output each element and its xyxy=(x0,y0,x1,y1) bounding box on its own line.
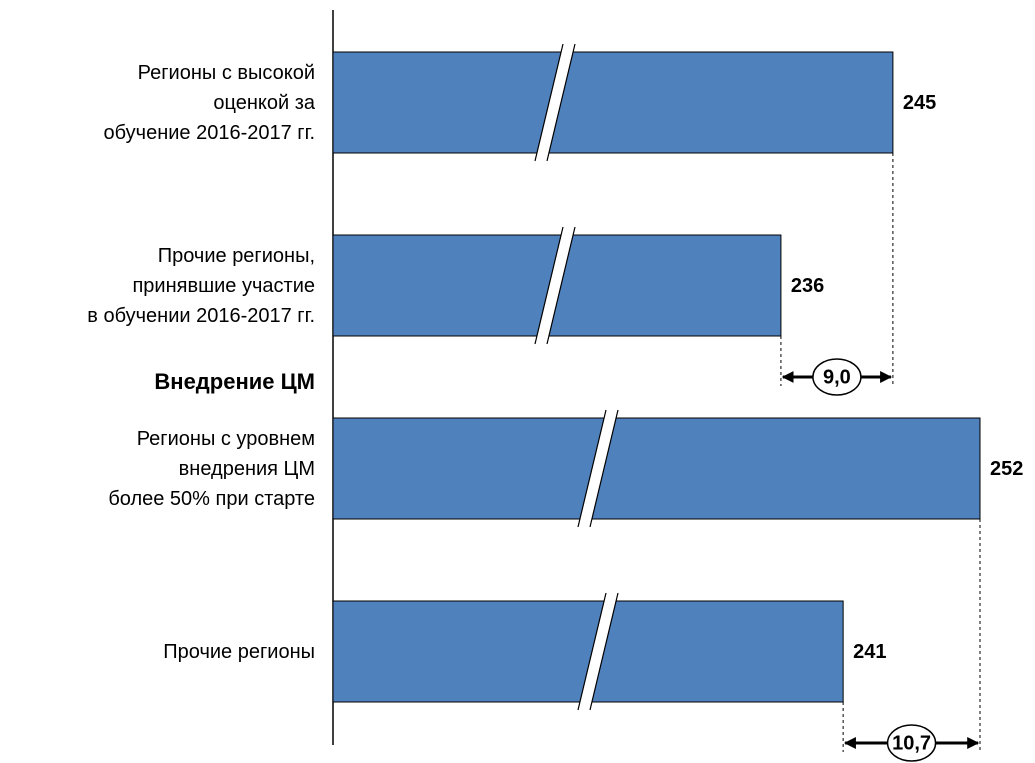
axis-break-line xyxy=(589,409,619,528)
bar xyxy=(332,417,981,520)
difference-circle xyxy=(812,358,862,396)
axis-break-line xyxy=(589,592,619,711)
axis-break xyxy=(578,593,618,710)
value-label: 241 xyxy=(853,641,886,663)
axis-break-line xyxy=(577,409,607,528)
axis-break-line xyxy=(546,43,576,162)
axis-break-line xyxy=(546,226,576,345)
value-label: 245 xyxy=(903,92,936,114)
category-label: Прочие регионы, принявшие участие в обуч… xyxy=(87,244,315,327)
category-label: Прочие регионы xyxy=(163,640,315,663)
axis-break-line xyxy=(534,226,564,345)
value-label: 236 xyxy=(791,275,824,297)
difference-label: 10,7 xyxy=(892,732,931,754)
difference-circle xyxy=(886,724,937,762)
difference-label: 9,0 xyxy=(823,366,851,388)
value-label: 252 xyxy=(990,458,1023,480)
axis-break xyxy=(535,44,575,161)
category-label: Регионы с уровнем внедрения ЦМ более 50%… xyxy=(108,427,315,510)
axis-break xyxy=(578,410,618,527)
axis-break-line xyxy=(577,592,607,711)
section-label: Внедрение ЦМ xyxy=(154,369,315,394)
axis-break xyxy=(535,227,575,344)
category-label: Регионы с высокой оценкой за обучение 20… xyxy=(103,61,315,144)
bar xyxy=(332,51,894,154)
axis-break-line xyxy=(534,43,564,162)
